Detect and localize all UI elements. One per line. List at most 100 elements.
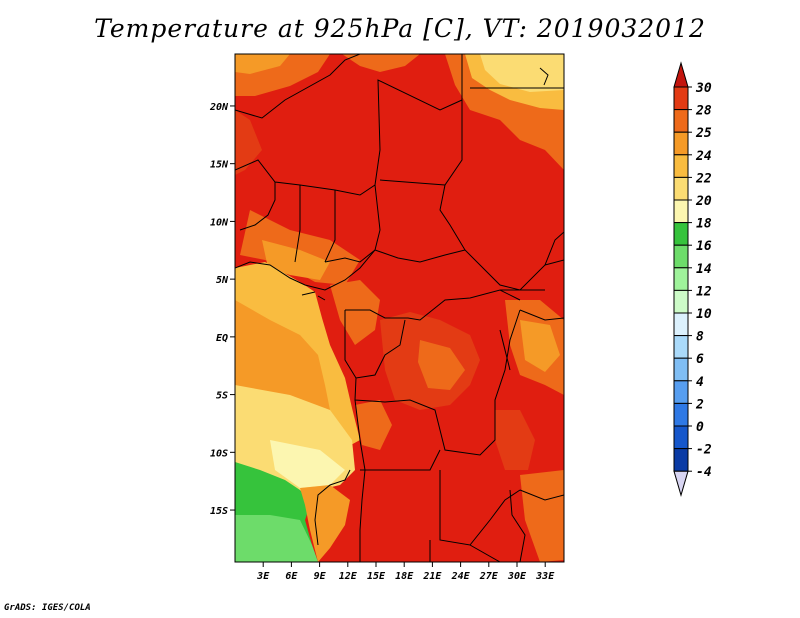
country-borders (235, 54, 564, 562)
field-amber-nw (235, 54, 290, 74)
field-mozambique-orange (520, 470, 564, 562)
colorbar-label: 14 (696, 262, 712, 277)
y-tick-label: 20N (209, 102, 229, 113)
field-lightyellow-ne (480, 54, 564, 92)
x-tick-label: 3E (256, 571, 270, 582)
border-malawi (509, 489, 526, 562)
colorbar-label: 22 (695, 171, 712, 186)
credit-label: GrADS: IGES/COLA (4, 603, 91, 613)
colorbar-swatch (673, 109, 689, 133)
colorbar-label: 18 (696, 217, 712, 232)
field-atlantic-pale (270, 440, 345, 488)
coast-gulf-islands (301, 291, 326, 301)
field-orange-gulf (240, 210, 360, 285)
x-tick-label: 18E (395, 571, 414, 582)
y-tick-label: 10N (210, 217, 229, 228)
map-title: Temperature at 925hPa [C], VT: 201903201… (94, 14, 706, 43)
colorbar-top-arrow (673, 61, 689, 88)
colorbar-swatch (673, 86, 689, 111)
x-tick-label: 15E (367, 571, 386, 582)
colorbar-label: 24 (695, 149, 712, 164)
temperature-field (235, 54, 564, 562)
field-orange-n (342, 54, 420, 72)
colorbar-swatch (673, 267, 689, 291)
field-gabon-orange (330, 280, 380, 345)
colorbar-label: 20 (695, 194, 712, 209)
border-car (374, 249, 466, 263)
colorbar-swatch (673, 244, 689, 269)
field-coast-sw (300, 485, 350, 562)
colorbar-label: 4 (696, 375, 704, 390)
colorbar-swatch (673, 448, 689, 472)
colorbar-label: 28 (695, 104, 712, 119)
border-lake-region (499, 329, 511, 371)
border-congo-rep (344, 310, 406, 379)
field-angola-orange (355, 400, 392, 450)
border-nigeria-s (324, 249, 376, 263)
colorbar-label: -4 (696, 465, 712, 480)
x-tick-label: 24E (451, 571, 471, 582)
colorbar-swatch (673, 425, 689, 450)
colorbar-label: 25 (695, 126, 712, 141)
colorbar-swatch (673, 402, 689, 427)
border-sudan (439, 100, 564, 291)
colorbar-label: 30 (695, 81, 712, 96)
colorbar-label: 0 (696, 420, 704, 435)
colorbar-swatch (673, 289, 689, 314)
x-tick-label: 6E (285, 571, 298, 582)
field-tanganyika (495, 410, 535, 470)
colorbar-label: 6 (696, 352, 704, 367)
coast-nile-delta (539, 67, 549, 86)
border-algeria-mali (235, 54, 361, 119)
x-tick-label: 33E (535, 571, 555, 582)
colorbar-label: 10 (696, 307, 712, 322)
border-nigeria-w (324, 190, 336, 263)
x-axis: 3E 6E 9E 12E 15E 18E 21E 24E 27E 30E 33E (256, 562, 555, 582)
y-tick-label: EQ (216, 333, 228, 344)
border-congo-n (345, 289, 521, 321)
field-west-edge (235, 110, 262, 175)
coast-namibia (314, 469, 351, 546)
x-tick-label: 12E (339, 571, 358, 582)
border-chad-s (379, 179, 446, 186)
colorbar-label: 8 (696, 330, 704, 345)
border-drc-e (354, 309, 521, 456)
colorbar-swatch (673, 199, 689, 224)
border-niger-chad (374, 54, 463, 186)
border-ethiopia (544, 259, 564, 266)
border-angola-s (360, 449, 441, 471)
y-tick-label: 15N (210, 160, 229, 171)
x-tick-label: 30E (507, 571, 527, 582)
y-tick-label: 5S (216, 391, 228, 402)
colorbar-swatch (673, 380, 689, 404)
field-lightgreen-sw (235, 515, 318, 562)
y-tick-label: 15S (210, 506, 228, 517)
x-tick-label: 9E (314, 571, 327, 582)
colorbar-label: 16 (696, 239, 712, 254)
border-zambia (439, 470, 521, 546)
colorbar-swatch (673, 176, 689, 201)
x-tick-label: 27E (479, 571, 499, 582)
border-tanzania-s (519, 489, 564, 501)
x-tick-label: 21E (422, 571, 442, 582)
colorbar-label: 12 (696, 284, 712, 299)
field-congo-orange (418, 340, 465, 390)
border-ghana (294, 185, 301, 263)
map-frame (234, 53, 565, 563)
y-tick-label: 5N (216, 275, 229, 286)
border-angola-w (354, 399, 366, 562)
colorbar-swatch (673, 312, 689, 337)
border-kenya (519, 309, 564, 321)
colorbar-swatch (673, 131, 689, 156)
colorbar-label: -2 (696, 443, 712, 458)
colorbar-swatch (673, 335, 689, 359)
border-guinea (239, 182, 276, 231)
colorbar-bottom-arrow (673, 470, 689, 497)
colorbar-label: 2 (695, 397, 704, 412)
field-eastafrica-amber (520, 320, 560, 372)
colorbar-swatch (673, 357, 689, 382)
y-tick-label: 10S (210, 448, 228, 459)
colorbar-swatch (673, 154, 689, 178)
